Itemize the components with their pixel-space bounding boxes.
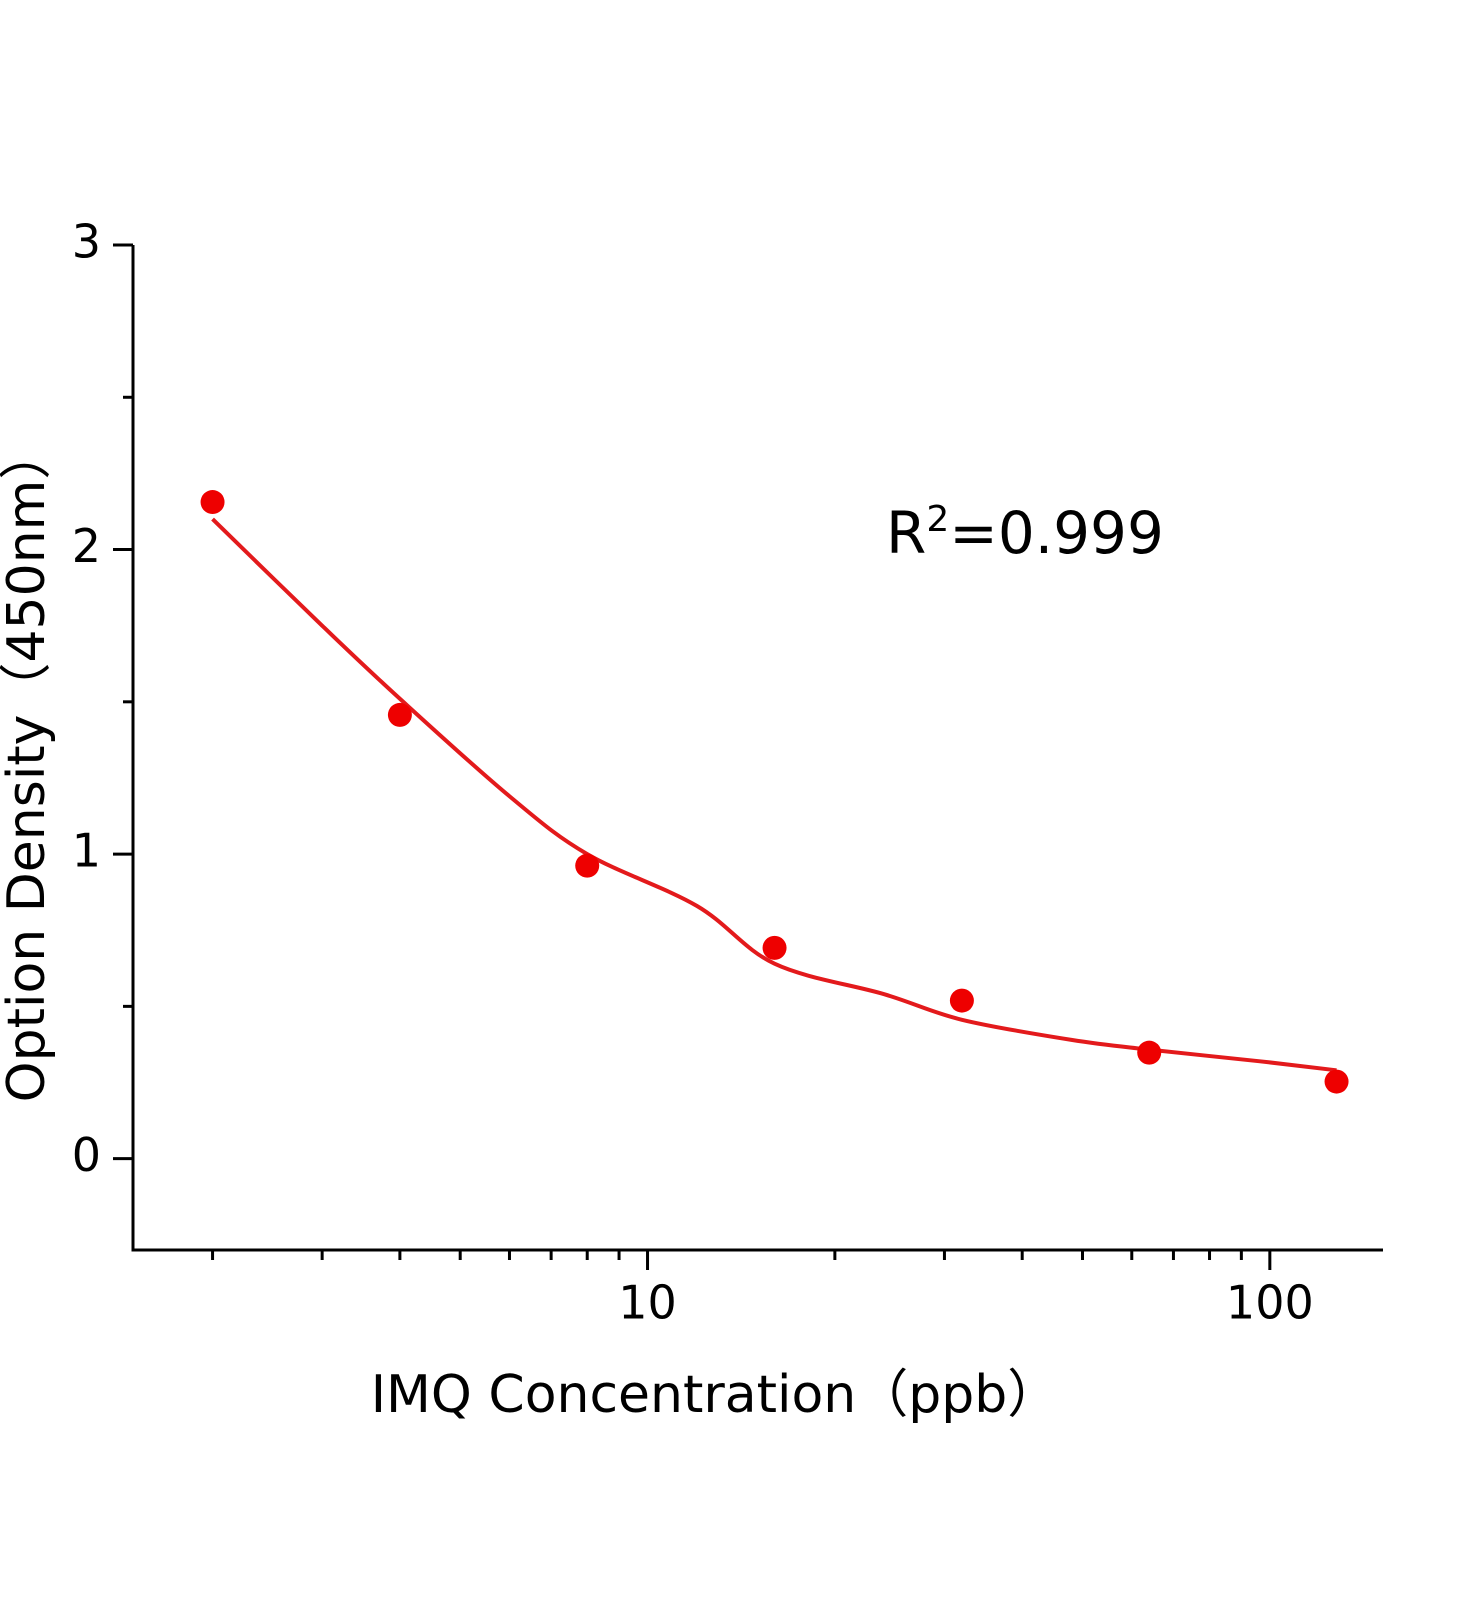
data-point [762, 935, 787, 960]
data-point [575, 853, 600, 878]
data-point [387, 702, 412, 727]
x-tick-label: 10 [618, 1276, 677, 1330]
annotation-sup: 2 [926, 499, 949, 540]
y-axis-label: Option Density（450nm） [0, 428, 57, 1103]
data-point [949, 988, 974, 1013]
annotation-value: =0.999 [949, 499, 1164, 567]
data-point [1137, 1040, 1162, 1065]
data-point [200, 490, 225, 515]
x-tick-label: 100 [1226, 1276, 1314, 1330]
annotation: R2=0.999 [886, 499, 1164, 567]
y-tick-label: 0 [72, 1128, 101, 1182]
y-tick-label: 2 [72, 519, 101, 573]
fit-curve [211, 517, 1337, 1073]
y-tick-label: 1 [72, 824, 101, 878]
y-tick-label: 3 [72, 215, 101, 269]
x-axis-label: IMQ Concentration（ppb） [371, 1365, 1060, 1425]
data-point [1324, 1069, 1349, 1094]
annotation-r: R [886, 499, 926, 567]
